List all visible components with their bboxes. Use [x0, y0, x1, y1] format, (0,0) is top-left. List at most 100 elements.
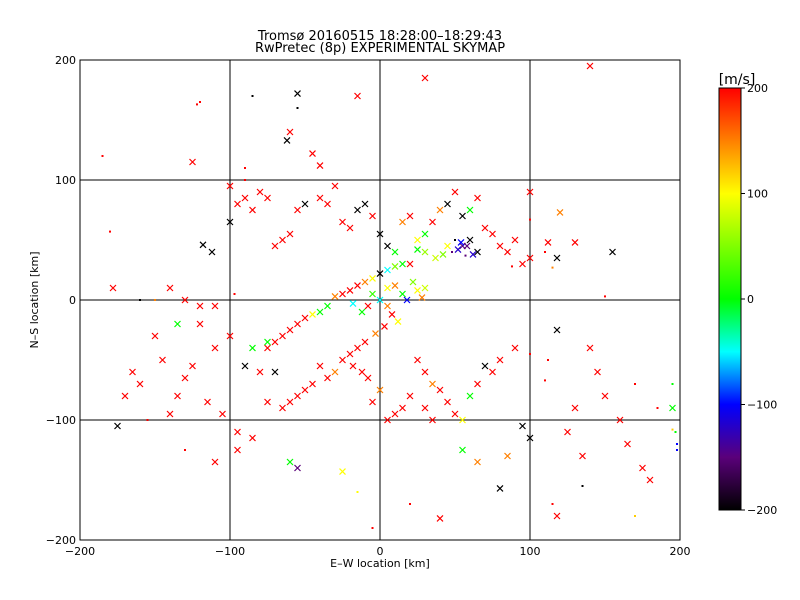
- data-point-dot: [139, 299, 141, 301]
- data-point-x: [601, 392, 609, 400]
- data-point-x: [316, 308, 324, 316]
- data-point-x: [271, 368, 279, 376]
- data-point-x: [496, 484, 504, 492]
- data-point-x: [234, 446, 241, 454]
- data-point-x: [474, 458, 481, 466]
- data-point-x: [196, 302, 204, 310]
- data-point-x: [286, 398, 294, 406]
- data-point-x: [256, 188, 264, 196]
- y-axis-label: N–S location [km]: [28, 251, 41, 348]
- data-point-x: [234, 428, 241, 436]
- data-point-dot: [544, 251, 546, 253]
- data-point-dot: [604, 295, 606, 298]
- data-point-x: [354, 92, 361, 100]
- data-point-x: [376, 270, 384, 278]
- data-point-x: [504, 248, 511, 256]
- data-point-x: [586, 344, 594, 352]
- data-point-x: [414, 286, 421, 294]
- data-point-x: [432, 254, 439, 262]
- data-point-x: [399, 260, 406, 268]
- data-point-x: [349, 300, 357, 308]
- data-point-x: [519, 422, 526, 430]
- data-point-x: [279, 332, 286, 340]
- data-point-x: [358, 308, 366, 316]
- data-point-x: [189, 362, 196, 370]
- data-point-x: [553, 512, 561, 520]
- colorbar-tick-label: 100: [747, 188, 768, 201]
- data-point-x: [544, 238, 552, 246]
- data-point-x: [181, 296, 189, 304]
- data-point-x: [391, 410, 399, 418]
- data-point-x: [399, 404, 406, 412]
- data-point-x: [189, 158, 196, 166]
- data-point-x: [436, 206, 444, 214]
- data-point-x: [211, 458, 219, 466]
- data-point-x: [339, 218, 346, 226]
- data-point-x: [369, 398, 376, 406]
- data-point-x: [399, 218, 406, 226]
- colorbar-tick-label: 200: [747, 82, 768, 95]
- colorbar-tick-label: −100: [747, 399, 777, 412]
- data-point-x: [579, 452, 586, 460]
- data-point-x: [316, 362, 324, 370]
- data-point-dot: [154, 299, 156, 301]
- data-point-x: [331, 182, 339, 190]
- data-point-x: [301, 314, 309, 322]
- data-point-x: [286, 326, 294, 334]
- data-point-dot: [547, 359, 549, 361]
- data-point-dot: [676, 449, 678, 451]
- data-point-x: [481, 362, 489, 370]
- data-point-x: [283, 136, 291, 144]
- data-point-x: [429, 380, 436, 388]
- data-point-x: [294, 90, 301, 98]
- data-point-x: [381, 322, 388, 330]
- data-point-x: [469, 250, 477, 258]
- colorbar: [718, 87, 742, 511]
- data-point-x: [166, 410, 174, 418]
- data-point-x: [121, 392, 129, 400]
- data-point-x: [234, 200, 241, 208]
- data-point-dot: [671, 428, 674, 431]
- data-point-x: [129, 368, 136, 376]
- data-point-x: [406, 212, 414, 220]
- x-tick-label: 100: [520, 545, 541, 558]
- data-point-x: [444, 398, 451, 406]
- data-point-x: [196, 320, 204, 328]
- data-point-x: [364, 374, 372, 382]
- data-point-dot: [409, 503, 411, 505]
- data-point-x: [226, 218, 234, 226]
- data-point-x: [358, 368, 366, 376]
- scatter-points: [101, 62, 678, 529]
- chart-subtitle: RwPretec (8p) EXPERIMENTAL SKYMAP: [255, 41, 505, 56]
- data-point-x: [384, 284, 391, 292]
- colorbar-label: [m/s]: [719, 72, 756, 88]
- data-point-x: [451, 410, 459, 418]
- data-point-x: [409, 278, 417, 286]
- data-point-x: [294, 320, 301, 328]
- data-point-x: [421, 74, 429, 82]
- data-point-x: [271, 242, 279, 250]
- data-point-dot: [529, 218, 531, 221]
- data-point-x: [474, 248, 481, 256]
- data-point-dot: [674, 431, 677, 433]
- x-axis-ticks: −200 −100 0 100 200: [65, 545, 691, 558]
- data-point-x: [489, 230, 496, 238]
- data-point-x: [466, 206, 474, 214]
- data-point-x: [151, 332, 159, 340]
- data-point-dot: [296, 107, 299, 109]
- data-point-dot: [464, 254, 467, 257]
- data-point-x: [394, 318, 402, 326]
- data-point-x: [208, 248, 216, 256]
- data-point-x: [474, 380, 481, 388]
- data-point-x: [316, 194, 324, 202]
- data-point-x: [166, 284, 174, 292]
- data-point-x: [324, 302, 331, 310]
- data-point-x: [459, 446, 466, 454]
- x-tick-label: −100: [215, 545, 245, 558]
- y-tick-label: 200: [55, 54, 76, 67]
- data-point-x: [553, 326, 561, 334]
- x-tick-label: −200: [65, 545, 95, 558]
- data-point-x: [324, 374, 331, 382]
- data-point-dot: [676, 443, 678, 445]
- data-point-x: [511, 236, 519, 244]
